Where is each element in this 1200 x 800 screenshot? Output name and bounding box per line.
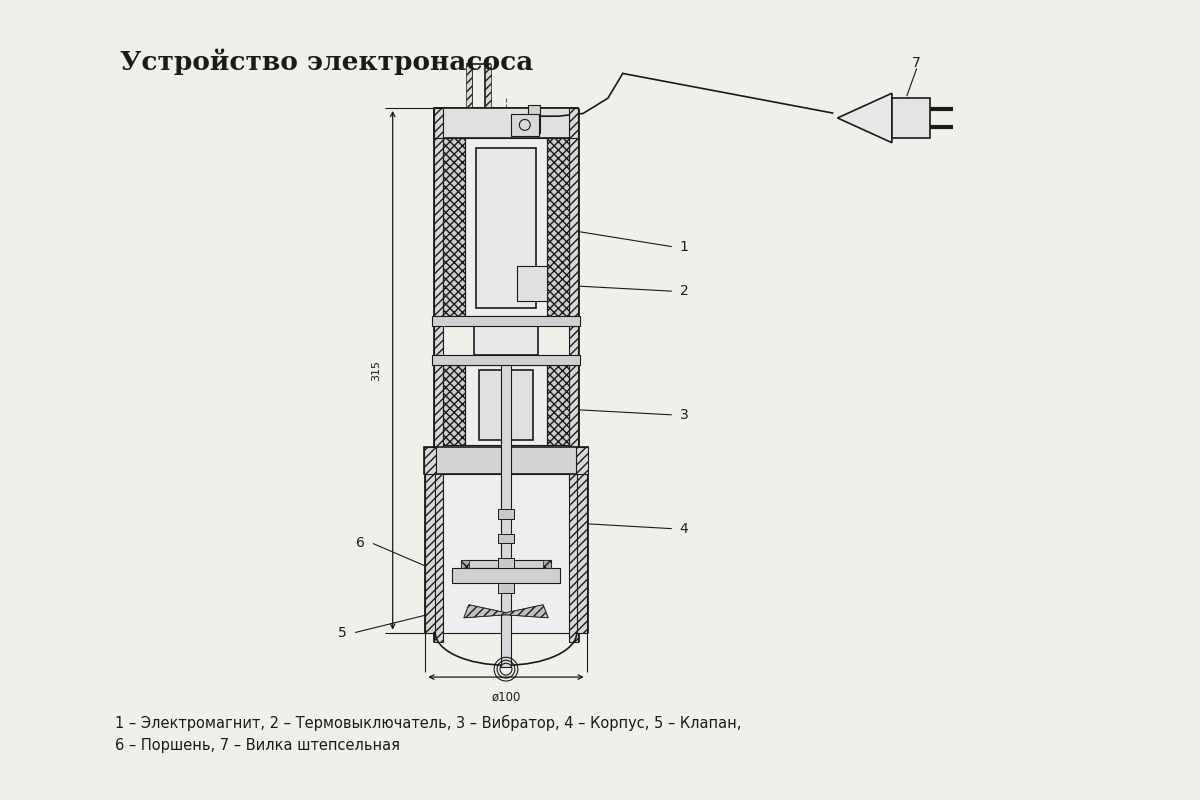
Bar [464,366,547,445]
Bar [474,326,538,355]
Bar [432,355,581,366]
Bar [443,138,464,316]
Text: 3: 3 [679,408,689,422]
Bar [547,138,569,316]
Bar [434,108,443,642]
Bar [569,108,577,138]
Text: Устройство электронасоса: Устройство электронасоса [120,49,534,75]
Bar [425,446,437,474]
Bar [476,148,535,308]
Text: 1 – Электромагнит, 2 – Термовыключатель, 3 – Вибратор, 4 – Корпус, 5 – Клапан,: 1 – Электромагнит, 2 – Термовыключатель,… [115,714,742,731]
Bar [547,366,569,445]
Text: 6 – Поршень, 7 – Вилка штепсельная: 6 – Поршень, 7 – Вилка штепсельная [115,738,400,754]
Bar [451,568,560,583]
Text: ø100: ø100 [491,691,521,704]
Text: 7: 7 [912,55,922,70]
Bar [498,583,514,593]
Bar [443,366,464,445]
Bar [528,105,540,133]
Bar [434,108,577,138]
Bar [464,138,547,316]
Polygon shape [506,605,548,618]
Bar [517,266,547,301]
Bar [432,316,581,326]
Bar [462,560,469,568]
Polygon shape [506,605,548,618]
Bar [462,560,551,568]
Text: 4: 4 [679,522,689,536]
Bar [425,446,588,474]
Text: 5: 5 [338,626,347,639]
Text: 2: 2 [679,284,689,298]
Bar [498,534,514,543]
Bar [577,474,587,633]
Bar [425,474,436,633]
Bar [502,366,511,667]
Bar [436,474,577,633]
Bar [479,370,533,439]
Bar [466,63,472,108]
Text: 315: 315 [371,360,380,381]
Polygon shape [464,605,506,618]
Bar [569,108,577,642]
Polygon shape [464,605,506,618]
Bar [511,114,539,136]
Bar [892,98,930,138]
Bar [498,558,514,568]
Bar [485,63,491,108]
Bar [498,509,514,518]
Bar [542,560,551,568]
Bar [434,108,443,138]
Polygon shape [838,94,892,142]
Text: 6: 6 [356,537,365,550]
Text: 1: 1 [679,240,689,254]
Bar [576,446,588,474]
